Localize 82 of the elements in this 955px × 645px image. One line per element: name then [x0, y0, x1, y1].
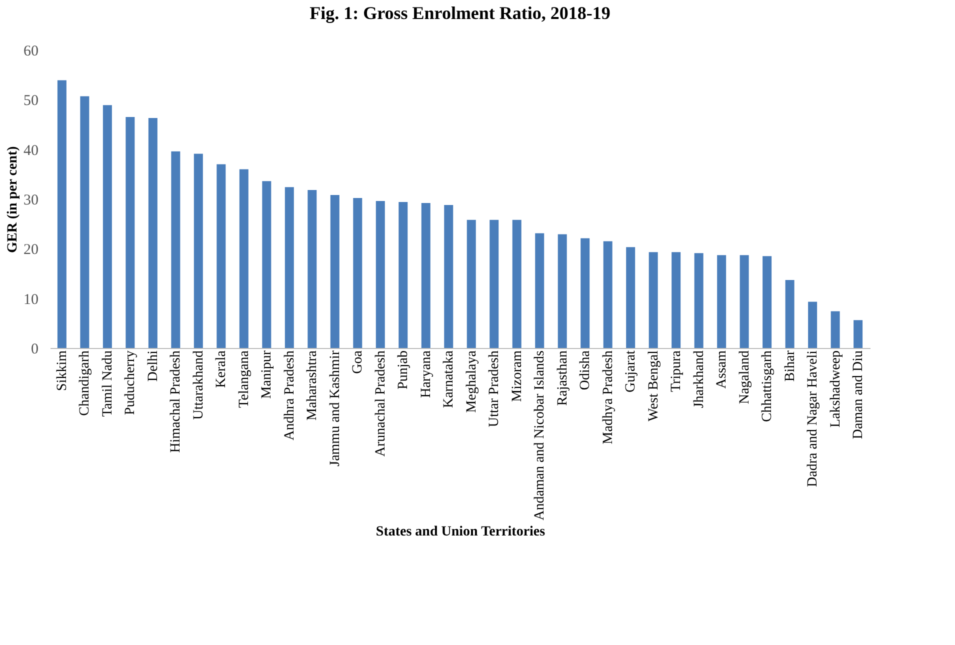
- x-tick-label: Puducherry: [123, 350, 138, 416]
- y-tick-label: 10: [24, 292, 38, 308]
- x-tick-label: Telangana: [236, 350, 252, 408]
- x-tick-label: Gujarat: [624, 350, 639, 392]
- x-tick-label: Sikkim: [54, 350, 70, 391]
- bar: [148, 118, 158, 348]
- bar: [490, 220, 499, 348]
- x-tick-label: Andhra Pradesh: [282, 350, 298, 440]
- bar: [854, 320, 863, 348]
- bar: [762, 256, 772, 348]
- bar: [262, 181, 272, 348]
- x-tick-label: Jammu and Kashmir: [328, 350, 343, 466]
- x-tick-label: Mizoram: [510, 350, 525, 402]
- y-tick-label: 0: [31, 342, 38, 358]
- x-tick-label: Odisha: [578, 350, 594, 390]
- x-tick-label: Chandigarh: [78, 350, 93, 416]
- y-tick-label: 40: [24, 142, 38, 159]
- x-tick-label: Lakshadweep: [828, 350, 844, 428]
- y-tick-label: 60: [24, 44, 38, 60]
- x-tick-label: Assam: [714, 350, 730, 389]
- y-tick-label: 20: [24, 242, 38, 258]
- bar: [353, 198, 362, 348]
- y-axis-title: GER (in per cent): [6, 146, 20, 253]
- x-tick-label: Tripura: [669, 350, 684, 392]
- bar: [740, 255, 749, 348]
- x-tick-label: Maharashtra: [305, 350, 320, 420]
- y-tick-label: 30: [24, 192, 38, 208]
- bar: [194, 154, 203, 348]
- bar: [717, 255, 726, 348]
- bar: [80, 96, 90, 348]
- x-tick-label: Haryana: [418, 350, 434, 398]
- x-tick-label: Bihar: [782, 350, 798, 382]
- x-tick-label: Chhattisgarh: [760, 350, 776, 422]
- bar: [648, 252, 658, 348]
- bar: [284, 187, 294, 348]
- x-tick-label: Delhi: [146, 350, 161, 382]
- bar: [330, 195, 340, 348]
- y-tick-label: 50: [24, 93, 38, 110]
- bar: [308, 190, 317, 348]
- bar: [376, 200, 385, 348]
- bar: [785, 280, 794, 348]
- bar: [808, 302, 818, 348]
- bar: [672, 252, 681, 348]
- bar: [171, 151, 180, 348]
- bar: [398, 202, 408, 348]
- bar: [57, 80, 66, 348]
- x-tick-label: Karnataka: [442, 350, 457, 408]
- chart-title: Fig. 1: Gross Enrolment Ratio, 2018-19: [310, 3, 610, 23]
- bar: [102, 105, 112, 348]
- x-tick-label: Dadra and Nagar Haveli: [806, 350, 821, 487]
- x-tick-label: Goa: [350, 350, 366, 374]
- x-tick-label: Tamil Nadu: [100, 350, 116, 417]
- x-tick-label: Himachal Pradesh: [168, 350, 184, 453]
- bar: [535, 233, 544, 348]
- bar: [626, 247, 636, 348]
- x-tick-label: Daman and Diu: [851, 350, 866, 440]
- x-tick-label: Uttarakhand: [191, 350, 206, 420]
- x-tick-label: Jharkhand: [692, 350, 707, 408]
- bar: [421, 202, 430, 348]
- bar: [603, 241, 612, 348]
- x-axis-title: States and Union Territories: [376, 524, 546, 540]
- x-tick-label: Meghalaya: [464, 350, 480, 413]
- x-tick-label: Manipur: [260, 350, 275, 399]
- bar: [558, 234, 567, 348]
- x-tick-label: Madhya Pradesh: [600, 350, 616, 444]
- bar: [126, 117, 135, 348]
- bar: [466, 220, 476, 348]
- x-tick-label: Arunachal Pradesh: [373, 350, 388, 457]
- bar: [580, 238, 590, 348]
- x-tick-label: Kerala: [214, 350, 230, 388]
- bar: [444, 204, 454, 348]
- bar: [216, 164, 226, 348]
- bar: [239, 169, 248, 348]
- bar: [694, 253, 704, 348]
- x-tick-label: Andaman and Nicobar Islands: [532, 350, 548, 520]
- x-tick-label: Rajasthan: [555, 350, 570, 406]
- x-tick-label: West Bengal: [646, 350, 662, 422]
- x-tick-label: Uttar Pradesh: [487, 350, 502, 428]
- bar: [830, 311, 840, 348]
- bar: [512, 220, 522, 348]
- x-tick-label: Nagaland: [737, 350, 752, 404]
- x-tick-label: Punjab: [396, 350, 412, 390]
